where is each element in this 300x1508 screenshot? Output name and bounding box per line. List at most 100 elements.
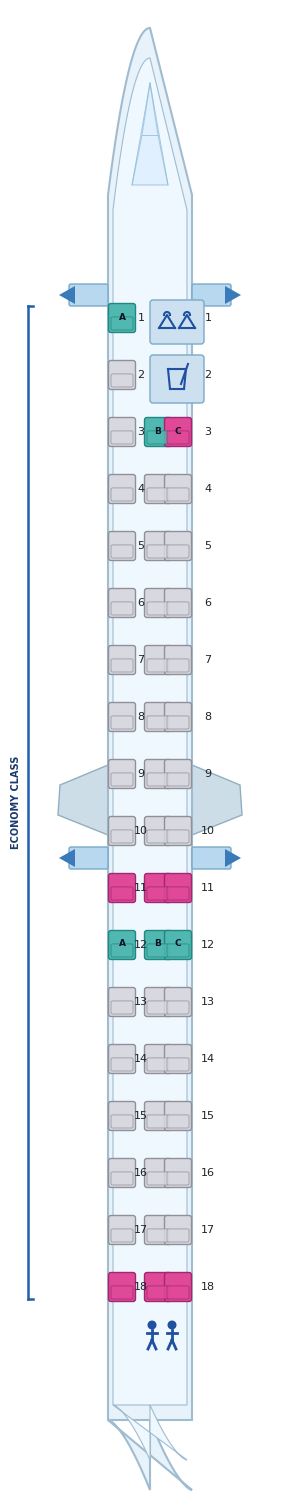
FancyBboxPatch shape <box>145 475 172 504</box>
Text: 12: 12 <box>134 939 148 950</box>
Text: A: A <box>118 939 125 949</box>
FancyBboxPatch shape <box>109 760 136 789</box>
FancyBboxPatch shape <box>69 847 108 869</box>
FancyBboxPatch shape <box>164 873 191 902</box>
FancyBboxPatch shape <box>147 1229 169 1243</box>
Text: C: C <box>175 939 181 949</box>
Text: 2: 2 <box>204 369 211 380</box>
FancyBboxPatch shape <box>167 1172 189 1185</box>
FancyBboxPatch shape <box>109 873 136 902</box>
FancyBboxPatch shape <box>111 1001 133 1013</box>
FancyBboxPatch shape <box>167 659 189 673</box>
Text: 10: 10 <box>134 826 148 835</box>
Text: 9: 9 <box>137 769 145 780</box>
FancyBboxPatch shape <box>167 489 189 501</box>
FancyBboxPatch shape <box>167 774 189 786</box>
FancyBboxPatch shape <box>147 489 169 501</box>
FancyBboxPatch shape <box>109 360 136 389</box>
Circle shape <box>167 1321 176 1330</box>
Text: 4: 4 <box>204 484 211 495</box>
FancyBboxPatch shape <box>111 1286 133 1298</box>
FancyBboxPatch shape <box>147 887 169 900</box>
FancyBboxPatch shape <box>109 303 136 332</box>
Text: 15: 15 <box>134 1111 148 1120</box>
Text: 18: 18 <box>134 1282 148 1292</box>
FancyBboxPatch shape <box>145 1045 172 1074</box>
FancyBboxPatch shape <box>147 1286 169 1298</box>
Text: 9: 9 <box>204 769 211 780</box>
Text: B: B <box>154 939 161 949</box>
Text: 2: 2 <box>137 369 145 380</box>
FancyBboxPatch shape <box>109 1045 136 1074</box>
FancyBboxPatch shape <box>111 374 133 388</box>
Text: 11: 11 <box>134 884 148 893</box>
Text: ECONOMY CLASS: ECONOMY CLASS <box>11 756 21 849</box>
Polygon shape <box>192 765 242 835</box>
FancyBboxPatch shape <box>164 760 191 789</box>
FancyBboxPatch shape <box>145 531 172 561</box>
Text: 5: 5 <box>137 541 145 550</box>
FancyBboxPatch shape <box>111 1172 133 1185</box>
Text: 7: 7 <box>204 654 211 665</box>
FancyBboxPatch shape <box>145 645 172 674</box>
FancyBboxPatch shape <box>167 602 189 615</box>
Text: B: B <box>154 427 161 436</box>
Polygon shape <box>59 287 75 305</box>
FancyBboxPatch shape <box>164 1273 191 1301</box>
FancyBboxPatch shape <box>147 1059 169 1071</box>
FancyBboxPatch shape <box>109 418 136 446</box>
FancyBboxPatch shape <box>109 475 136 504</box>
FancyBboxPatch shape <box>109 1215 136 1244</box>
FancyBboxPatch shape <box>164 475 191 504</box>
Polygon shape <box>58 765 108 835</box>
FancyBboxPatch shape <box>111 829 133 843</box>
Text: 16: 16 <box>134 1169 148 1178</box>
FancyBboxPatch shape <box>145 1158 172 1187</box>
FancyBboxPatch shape <box>111 317 133 330</box>
FancyBboxPatch shape <box>145 816 172 846</box>
FancyBboxPatch shape <box>109 930 136 959</box>
FancyBboxPatch shape <box>111 602 133 615</box>
FancyBboxPatch shape <box>147 602 169 615</box>
FancyBboxPatch shape <box>145 1215 172 1244</box>
FancyBboxPatch shape <box>111 659 133 673</box>
FancyBboxPatch shape <box>192 847 231 869</box>
FancyBboxPatch shape <box>145 988 172 1016</box>
FancyBboxPatch shape <box>109 988 136 1016</box>
Polygon shape <box>132 83 168 185</box>
FancyBboxPatch shape <box>167 1059 189 1071</box>
Text: 6: 6 <box>137 599 145 608</box>
Text: 3: 3 <box>205 427 212 437</box>
FancyBboxPatch shape <box>69 284 108 306</box>
FancyBboxPatch shape <box>111 944 133 958</box>
FancyBboxPatch shape <box>111 489 133 501</box>
FancyBboxPatch shape <box>167 544 189 558</box>
FancyBboxPatch shape <box>145 418 172 446</box>
Text: 1: 1 <box>137 314 145 323</box>
Text: C: C <box>175 427 181 436</box>
FancyBboxPatch shape <box>150 354 204 403</box>
FancyBboxPatch shape <box>145 873 172 902</box>
Text: 7: 7 <box>137 654 145 665</box>
FancyBboxPatch shape <box>167 1286 189 1298</box>
Text: A: A <box>118 312 125 321</box>
FancyBboxPatch shape <box>145 1101 172 1131</box>
Text: 14: 14 <box>134 1054 148 1065</box>
FancyBboxPatch shape <box>147 944 169 958</box>
FancyBboxPatch shape <box>111 1229 133 1243</box>
FancyBboxPatch shape <box>147 544 169 558</box>
FancyBboxPatch shape <box>164 1215 191 1244</box>
Text: 1: 1 <box>205 314 212 323</box>
FancyBboxPatch shape <box>167 1114 189 1128</box>
Text: 8: 8 <box>137 712 145 722</box>
Text: 14: 14 <box>201 1054 215 1065</box>
Text: 12: 12 <box>201 939 215 950</box>
Text: 6: 6 <box>205 599 212 608</box>
Text: 5: 5 <box>205 541 212 550</box>
FancyBboxPatch shape <box>167 1001 189 1013</box>
FancyBboxPatch shape <box>164 816 191 846</box>
Text: 10: 10 <box>201 826 215 835</box>
FancyBboxPatch shape <box>164 588 191 617</box>
FancyBboxPatch shape <box>145 760 172 789</box>
FancyBboxPatch shape <box>111 774 133 786</box>
